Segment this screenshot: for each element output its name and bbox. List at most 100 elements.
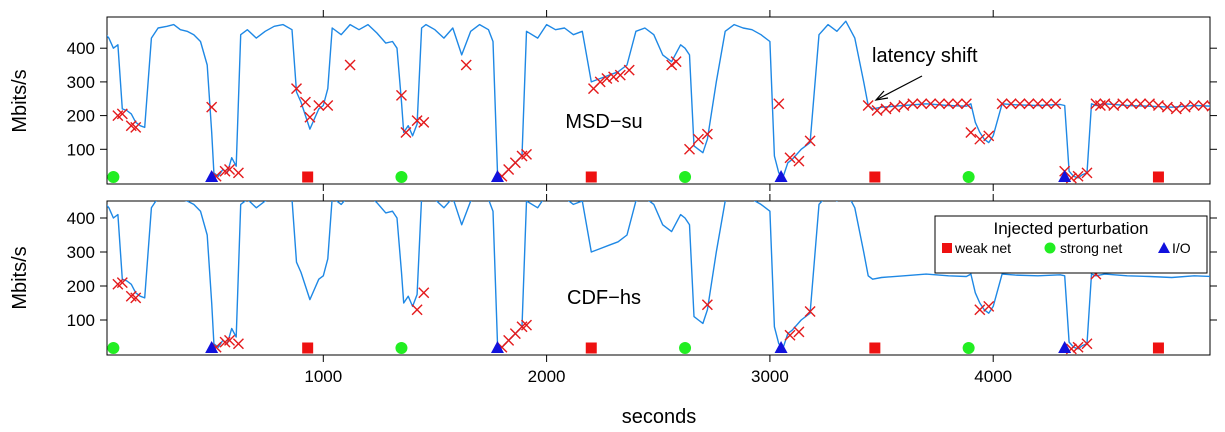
x-tick-label: 4000 <box>974 367 1012 386</box>
top-x-marker <box>804 135 816 147</box>
top-x-marker <box>996 98 1008 110</box>
top-x-marker <box>130 121 142 133</box>
bottom-x-marker <box>701 299 713 311</box>
top-x-marker <box>1081 167 1093 179</box>
top-x-marker <box>1161 101 1173 113</box>
top-x-marker <box>951 98 963 110</box>
top-strong-net-marker <box>962 171 975 183</box>
y-axis-label-top: Mbits/s <box>9 69 31 132</box>
bottom-x-marker <box>804 306 816 317</box>
legend-box <box>934 215 1208 274</box>
top-x-marker <box>784 152 796 164</box>
top-x-marker <box>1117 98 1129 110</box>
top-x-marker <box>960 98 972 110</box>
top-x-marker <box>411 115 423 127</box>
bottom-x-marker <box>983 300 995 312</box>
top-x-marker <box>965 126 977 138</box>
top-x-marker <box>418 116 430 128</box>
top-io-marker <box>1058 170 1072 182</box>
top-x-marker <box>1032 98 1044 110</box>
top-x-marker <box>400 126 412 138</box>
legend-io-label: I/O <box>1172 240 1191 256</box>
top-x-marker <box>1144 98 1156 110</box>
top-x-marker <box>460 59 472 71</box>
latency-shift-annotation: latency shift <box>872 45 978 67</box>
top-weak-net-marker <box>869 171 881 183</box>
top-x-marker <box>1135 98 1147 110</box>
top-panel-plot <box>107 20 1210 184</box>
top-x-marker <box>1152 99 1164 111</box>
top-x-marker <box>1005 98 1017 110</box>
bottom-panel-frame <box>106 200 1211 356</box>
legend-weak-net-marker <box>942 243 952 253</box>
top-x-marker <box>232 167 244 179</box>
bottom-io-marker <box>205 341 219 353</box>
top-weak-net-marker <box>1152 171 1164 183</box>
top-x-marker <box>916 98 928 110</box>
bottom-y-tick-label: 400 <box>67 209 95 228</box>
axes: 100 200 300 400 100 200 300 400 1000 2000 3000 4000 <box>67 10 1217 386</box>
top-y-tick-label: 200 <box>67 107 95 126</box>
top-weak-net-marker <box>585 171 597 183</box>
top-x-marker <box>1126 98 1138 110</box>
top-x-marker <box>1108 99 1120 111</box>
top-x-marker <box>304 111 316 123</box>
bottom-x-marker <box>974 304 986 316</box>
bottom-x-marker <box>418 287 430 299</box>
bottom-strong-net-marker <box>395 342 408 354</box>
annotation-arrow <box>874 75 923 101</box>
top-x-marker <box>793 155 805 167</box>
top-y-tick-label: 300 <box>67 73 95 92</box>
bottom-x-marker <box>224 334 236 346</box>
top-x-marker <box>313 99 325 111</box>
top-x-marker <box>889 101 901 113</box>
bottom-strong-net-marker <box>679 342 692 354</box>
top-y-tick-label: 100 <box>67 140 95 159</box>
top-x-marker <box>224 164 236 176</box>
top-x-marker <box>594 76 606 88</box>
top-panel-label: MSD−su <box>565 111 642 133</box>
top-x-marker <box>116 108 128 120</box>
top-strong-net-marker <box>107 171 120 183</box>
x-tick-label: 1000 <box>304 367 342 386</box>
bottom-x-marker <box>130 292 142 304</box>
top-x-marker <box>880 103 892 115</box>
top-x-marker <box>943 98 955 110</box>
top-io-marker <box>490 170 504 182</box>
top-x-marker <box>1050 98 1062 110</box>
bottom-x-marker <box>784 329 796 341</box>
bottom-x-marker <box>793 326 805 338</box>
top-x-marker <box>871 105 883 117</box>
top-x-marker <box>206 101 218 113</box>
bottom-throughput-line <box>107 201 1210 350</box>
top-x-marker <box>521 148 532 160</box>
top-x-marker <box>925 98 937 110</box>
top-x-marker <box>898 99 910 111</box>
bottom-x-marker <box>116 277 128 289</box>
top-x-marker <box>1014 98 1026 110</box>
bottom-panel-plot <box>107 201 1210 355</box>
top-x-marker <box>1041 98 1053 110</box>
legend: Injected perturbation weak net strong ne… <box>934 215 1208 274</box>
top-x-marker <box>983 130 995 142</box>
bottom-weak-net-marker <box>869 342 881 354</box>
top-x-marker <box>623 64 635 76</box>
top-x-marker <box>1023 98 1035 110</box>
top-x-marker <box>608 71 620 83</box>
bottom-panel-label: CDF−hs <box>567 287 641 309</box>
legend-strong-net-marker <box>1044 242 1056 254</box>
top-x-marker <box>974 133 986 145</box>
top-x-marker <box>934 98 946 110</box>
top-x-marker <box>299 96 311 108</box>
top-strong-net-marker <box>679 171 692 183</box>
top-plot-area <box>107 20 1210 184</box>
top-throughput-line <box>107 20 1210 179</box>
top-x-marker <box>684 143 696 155</box>
top-x-marker <box>773 98 785 110</box>
top-x-marker <box>862 99 874 111</box>
top-x-marker <box>601 73 613 85</box>
top-x-marker <box>1072 170 1084 182</box>
top-x-marker <box>614 69 626 81</box>
bottom-weak-net-marker <box>302 342 314 354</box>
